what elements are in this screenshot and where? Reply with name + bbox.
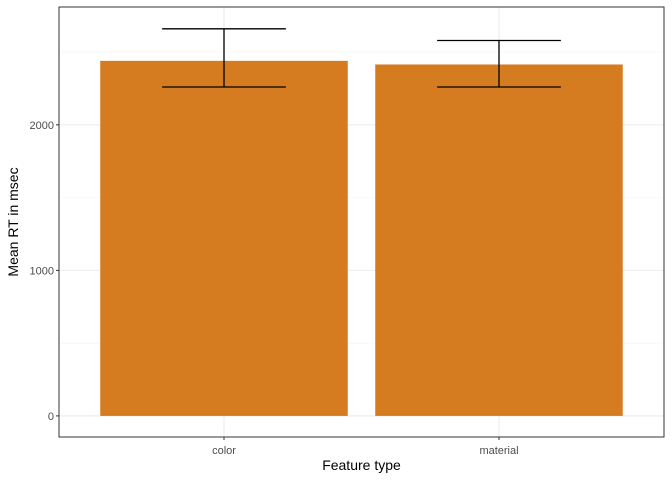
error-bars (162, 28, 561, 88)
y-axis-title: Mean RT in msec (5, 167, 21, 276)
error-bar-color (162, 28, 286, 88)
y-tick-label: 2000 (30, 120, 54, 132)
y-tick-label: 0 (48, 411, 54, 423)
bar-color (100, 60, 348, 416)
x-tick-label: material (479, 445, 518, 457)
x-axis-ticks: color material (212, 437, 519, 457)
y-axis-ticks: 0 1000 2000 (30, 120, 59, 423)
y-tick-label: 1000 (30, 265, 54, 277)
bars (100, 60, 623, 416)
x-tick-label: color (212, 445, 236, 457)
bar-material (375, 64, 623, 416)
panel-border (58, 6, 665, 438)
x-axis-title: Feature type (322, 457, 401, 473)
error-bar-material (437, 39, 561, 88)
